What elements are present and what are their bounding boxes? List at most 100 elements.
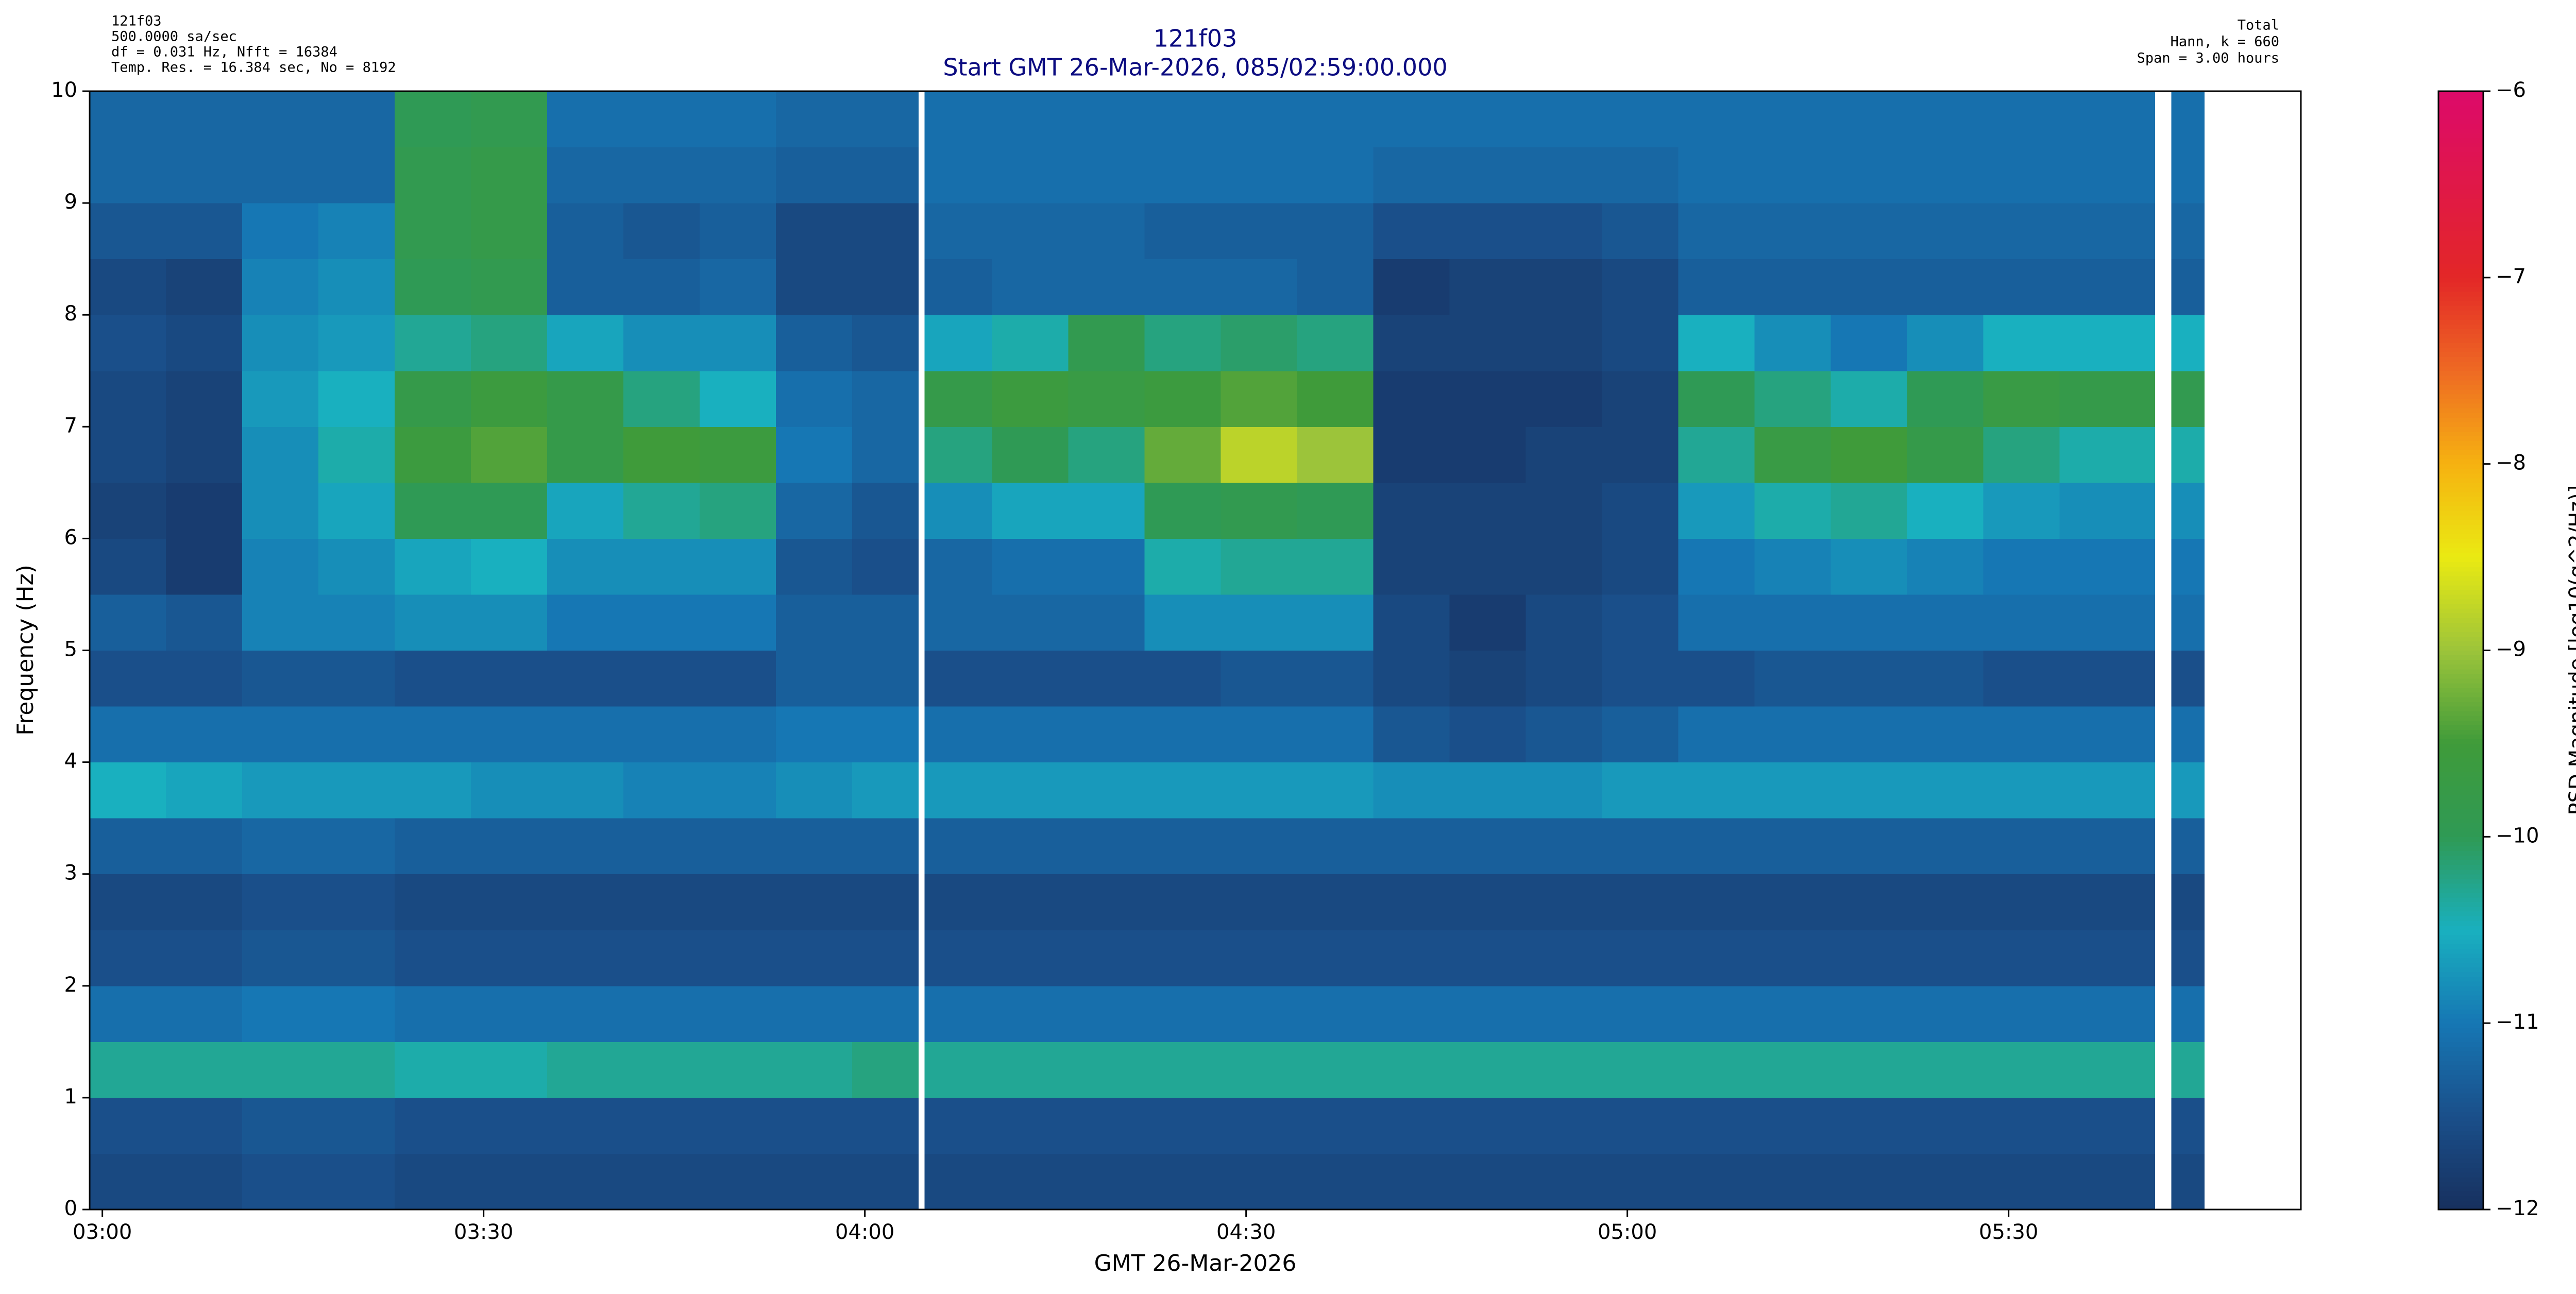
cell: [1983, 147, 2060, 203]
colorbar-segment: [2438, 235, 2483, 241]
cell: [242, 427, 319, 483]
cell: [1526, 1153, 1602, 1210]
cell: [2171, 147, 2205, 203]
colorbar-segment: [2438, 534, 2483, 539]
cell: [992, 370, 1069, 427]
colorbar-tick-label: −9: [2496, 638, 2526, 661]
cell: [1373, 930, 1450, 986]
x-tick-label: 04:30: [1216, 1220, 1276, 1244]
cell: [1068, 1153, 1145, 1210]
colorbar-segment: [2438, 259, 2483, 264]
cell: [1297, 1042, 1374, 1098]
cell: [1526, 147, 1602, 203]
cell: [90, 259, 166, 315]
cell: [166, 1153, 243, 1210]
cell: [1678, 538, 1755, 595]
cell: [1449, 818, 1526, 875]
cell: [1831, 427, 1907, 483]
cell: [1373, 985, 1450, 1042]
cell: [623, 762, 700, 819]
cell: [1754, 147, 1831, 203]
cell: [90, 1097, 166, 1154]
cell: [1907, 259, 1984, 315]
cell: [700, 594, 776, 651]
colorbar-segment: [2438, 948, 2483, 954]
cell: [1068, 370, 1145, 427]
cell: [1831, 538, 1907, 595]
cell: [623, 482, 700, 539]
cell: [1831, 594, 1907, 651]
chart-title: 121f03: [1154, 25, 1238, 53]
cell: [1221, 650, 1297, 707]
cell: [623, 203, 700, 260]
cell: [1373, 91, 1450, 148]
cell: [395, 650, 471, 707]
colorbar-segment: [2438, 1009, 2483, 1014]
cell: [318, 315, 395, 371]
cell: [623, 370, 700, 427]
cell: [471, 594, 548, 651]
cell: [776, 930, 853, 986]
cell: [1449, 259, 1526, 315]
cell: [992, 762, 1069, 819]
colorbar-segment: [2438, 520, 2483, 525]
cell: [1373, 1097, 1450, 1154]
cell: [1983, 315, 2060, 371]
colorbar-segment: [2438, 1051, 2483, 1057]
colorbar-segment: [2438, 133, 2483, 139]
cell: [547, 427, 624, 483]
colorbar-segment: [2438, 874, 2483, 879]
cell: [2171, 91, 2205, 148]
cell: [1144, 370, 1221, 427]
colorbar-segment: [2438, 427, 2483, 432]
colorbar-segment: [2438, 1046, 2483, 1052]
cell: [1754, 91, 1831, 148]
colorbar-segment: [2438, 967, 2483, 973]
colorbar-tick-label: −12: [2496, 1197, 2539, 1220]
colorbar-segment: [2438, 543, 2483, 549]
colorbar-segment: [2438, 739, 2483, 744]
cell: [1297, 594, 1374, 651]
cell: [1983, 482, 2060, 539]
colorbar-segment: [2438, 268, 2483, 274]
cell: [776, 370, 853, 427]
cell: [1831, 1153, 1907, 1210]
cell: [776, 91, 853, 148]
cell: [90, 650, 166, 707]
colorbar-segment: [2438, 301, 2483, 306]
colorbar-segment: [2438, 827, 2483, 832]
colorbar-segment: [2438, 767, 2483, 772]
colorbar-segment: [2438, 310, 2483, 315]
colorbar-segment: [2438, 995, 2483, 1000]
cell: [1449, 370, 1526, 427]
cell: [1526, 818, 1602, 875]
cell: [1754, 762, 1831, 819]
colorbar-segment: [2438, 179, 2483, 185]
cell: [623, 930, 700, 986]
cell: [1526, 1042, 1602, 1098]
cell: [1068, 315, 1145, 371]
cell: [90, 930, 166, 986]
cell: [1907, 762, 1984, 819]
cell: [1449, 762, 1526, 819]
cell: [1754, 818, 1831, 875]
cell: [1373, 874, 1450, 930]
cell: [90, 762, 166, 819]
cell: [623, 985, 700, 1042]
colorbar-segment: [2438, 632, 2483, 637]
cell: [623, 315, 700, 371]
cell: [90, 538, 166, 595]
colorbar-segment: [2438, 832, 2483, 837]
cell: [2171, 930, 2205, 986]
cell: [1221, 594, 1297, 651]
cell: [1678, 259, 1755, 315]
cell: [242, 1153, 319, 1210]
cell: [924, 427, 992, 483]
cell: [700, 818, 776, 875]
cell: [318, 650, 395, 707]
cell: [852, 1042, 919, 1098]
cell: [776, 650, 853, 707]
cell: [1983, 874, 2060, 930]
colorbar-segment: [2438, 1116, 2483, 1121]
cell: [623, 427, 700, 483]
